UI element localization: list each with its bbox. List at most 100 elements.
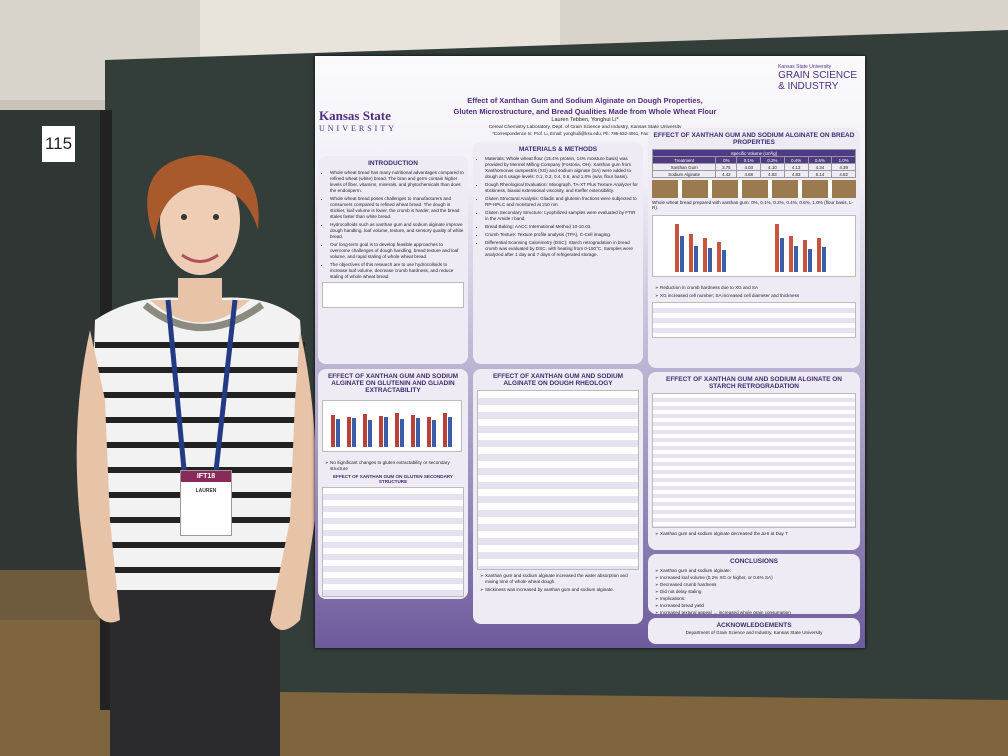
table-header-cell: 0.2%: [760, 156, 785, 164]
section-heading: MATERIALS & METHODS: [518, 146, 598, 153]
bullet: Xanthan gum and sodium alginate decrease…: [660, 531, 856, 537]
eye: [213, 214, 219, 220]
title-line: Effect of Xanthan Gum and Sodium Alginat…: [467, 96, 703, 105]
table-cell: 4.83: [760, 170, 785, 178]
bread-photo: [652, 180, 856, 198]
logo-right: Kansas State University GRAIN SCIENCE & …: [778, 64, 857, 92]
table-header-cell: 0.4%: [783, 156, 809, 164]
section-heading: EFFECT OF XANTHAN GUM AND SODIUM ALGINAT…: [327, 373, 459, 394]
pants: [110, 560, 280, 756]
table-cell: 4.39: [831, 163, 856, 171]
bullet: Stickiness was increased by xanthan gum …: [485, 587, 639, 593]
bullet: The objectives of this research are to u…: [330, 262, 464, 280]
table-figure: [652, 393, 856, 528]
section: CONCLUSIONS Xanthan gum and sodium algin…: [648, 554, 860, 614]
booth-number: 115: [42, 126, 75, 162]
table-row: Xanthan Gum 3.75 4.03 4.10 4.13 4.34 4.39: [651, 163, 856, 171]
bullet: XG increased cell number; SA increased c…: [660, 293, 856, 299]
table-header-cell: 0.1%: [736, 156, 762, 164]
table-cell: 4.10: [760, 163, 785, 171]
logo-left: Kansas State UNIVERSITY: [319, 108, 397, 133]
structure-figure: [322, 282, 464, 309]
table-row: Sodium Alginate 4.42 4.68 4.83 4.83 5.14 4.82: [651, 170, 856, 178]
table-header-cell: 0%: [715, 156, 738, 164]
bar-chart-figure: [322, 400, 462, 452]
lanyard: [212, 299, 238, 481]
bullet: Increased textural appeal → increased wh…: [660, 610, 856, 614]
table-cell: 4.13: [783, 163, 809, 171]
bullet-list: Xanthan gum and sodium alginate decrease…: [652, 531, 856, 537]
necklace: [142, 302, 265, 331]
bullet: Gluten Secondary Structure: Lyophilized …: [485, 210, 639, 222]
logo-text: GRAIN SCIENCE: [778, 70, 857, 81]
table-title: EFFECT OF XANTHAN GUM ON GLUTEN SECONDAR…: [332, 473, 454, 484]
bullet-list: Reduction in crumb hardness due to XG an…: [652, 285, 856, 299]
section-heading: EFFECT OF XANTHAN GUM AND SODIUM ALGINAT…: [653, 132, 855, 146]
table-cell: Sodium Alginate: [651, 170, 717, 178]
title-line: Gluten Microstructure, and Bread Qualiti…: [453, 106, 717, 116]
bullet: Whole wheat bread poses challenges to ma…: [330, 196, 464, 220]
table-figure: [652, 301, 856, 338]
authors: Lauren Tebben, Yonghui Li*: [551, 117, 619, 123]
table-cell: 4.42: [715, 170, 738, 178]
affiliation: Cereal Chemistry Laboratory, Dept. of Gr…: [488, 124, 682, 130]
bullet: Reduction in crumb hardness due to XG an…: [660, 285, 856, 291]
logo-text: UNIVERSITY: [319, 124, 397, 133]
section: EFFECT OF XANTHAN GUM AND SODIUM ALGINAT…: [648, 372, 860, 550]
section-heading: EFFECT OF XANTHAN GUM AND SODIUM ALGINAT…: [492, 373, 624, 387]
table-header-cell: 1.0%: [831, 156, 856, 164]
badge-name: LAUREN: [195, 488, 217, 494]
neck: [150, 300, 250, 323]
bullet: Xanthan gum and sodium alginate increase…: [485, 573, 639, 585]
mouth: [181, 253, 219, 263]
eye: [181, 214, 187, 220]
section: INTRODUCTION Whole wheat bread has many …: [318, 156, 468, 364]
section-heading: ACKNOWLEDGEMENTS: [716, 622, 792, 629]
note-list: No significant changes to gluten extract…: [322, 460, 464, 472]
bullet: Gluten Structural Analysis: Gliadin and …: [485, 196, 639, 208]
acknowledgement-text: Department of Grain Science and Industry…: [685, 630, 823, 635]
bullet: Xanthan gum and sodium alginate:: [660, 568, 856, 573]
bullet: Increased loaf volume (0.2% XG or higher…: [660, 575, 856, 580]
section-heading: EFFECT OF XANTHAN GUM AND SODIUM ALGINAT…: [666, 376, 842, 390]
poster: Kansas State UNIVERSITY Kansas State Uni…: [315, 56, 865, 648]
table-cell: 4.03: [736, 163, 762, 171]
logo-text: & INDUSTRY: [778, 81, 839, 92]
table-cell: Xanthan Gum: [651, 163, 717, 171]
neck: [178, 278, 222, 308]
bullet: Bread Baking: AACC International Method …: [485, 224, 639, 230]
bullet: Crumb Texture: Texture profile analysis …: [485, 232, 639, 238]
bullet-list: Xanthan gum and sodium alginate increase…: [477, 573, 639, 593]
table-cell: 4.68: [736, 170, 762, 178]
section-heading: INTRODUCTION: [368, 160, 418, 167]
left-arm: [76, 330, 120, 623]
bullet: Differential Scanning Calorimetry (DSC):…: [485, 240, 639, 258]
bullet: Implications:: [660, 596, 856, 601]
table-title: Specific Volume (cm³/g): [652, 149, 856, 157]
section: EFFECT OF XANTHAN GUM AND SODIUM ALGINAT…: [318, 369, 468, 599]
hair: [147, 155, 259, 240]
section: ACKNOWLEDGEMENTS Department of Grain Sci…: [648, 618, 860, 644]
table-cell: 3.75: [715, 163, 738, 171]
table-header-cell: 0.6%: [807, 156, 833, 164]
section: EFFECT OF XANTHAN GUM AND SODIUM ALGINAT…: [473, 369, 643, 624]
bar-chart-figure: [652, 215, 856, 277]
section-heading: CONCLUSIONS: [729, 558, 779, 565]
table-figure: [477, 390, 639, 570]
bullet: Decreased crumb hardness: [660, 582, 856, 587]
table-cell: 4.34: [807, 163, 833, 171]
section: EFFECT OF XANTHAN GUM AND SODIUM ALGINAT…: [648, 128, 860, 368]
bullet: Hydrocolloids such as xanthan gum and so…: [330, 222, 464, 240]
badge-event: IFT18: [181, 471, 231, 482]
bullet-list: Materials: Whole wheat flour (15.4% prot…: [477, 156, 639, 258]
section: MATERIALS & METHODS Materials: Whole whe…: [473, 142, 643, 364]
bullet: Our long-term goal is to develop feasibl…: [330, 242, 464, 260]
title: Effect of Xanthan Gum and Sodium Alginat…: [415, 96, 755, 138]
bullet-list: Whole wheat bread has many nutritional a…: [322, 170, 464, 279]
name-badge: IFT18 LAUREN: [180, 470, 232, 536]
bullet: Did not delay staling: [660, 589, 856, 594]
table-cell: 5.14: [807, 170, 833, 178]
right-arm: [270, 330, 316, 630]
note: No significant changes to gluten extract…: [330, 460, 464, 472]
